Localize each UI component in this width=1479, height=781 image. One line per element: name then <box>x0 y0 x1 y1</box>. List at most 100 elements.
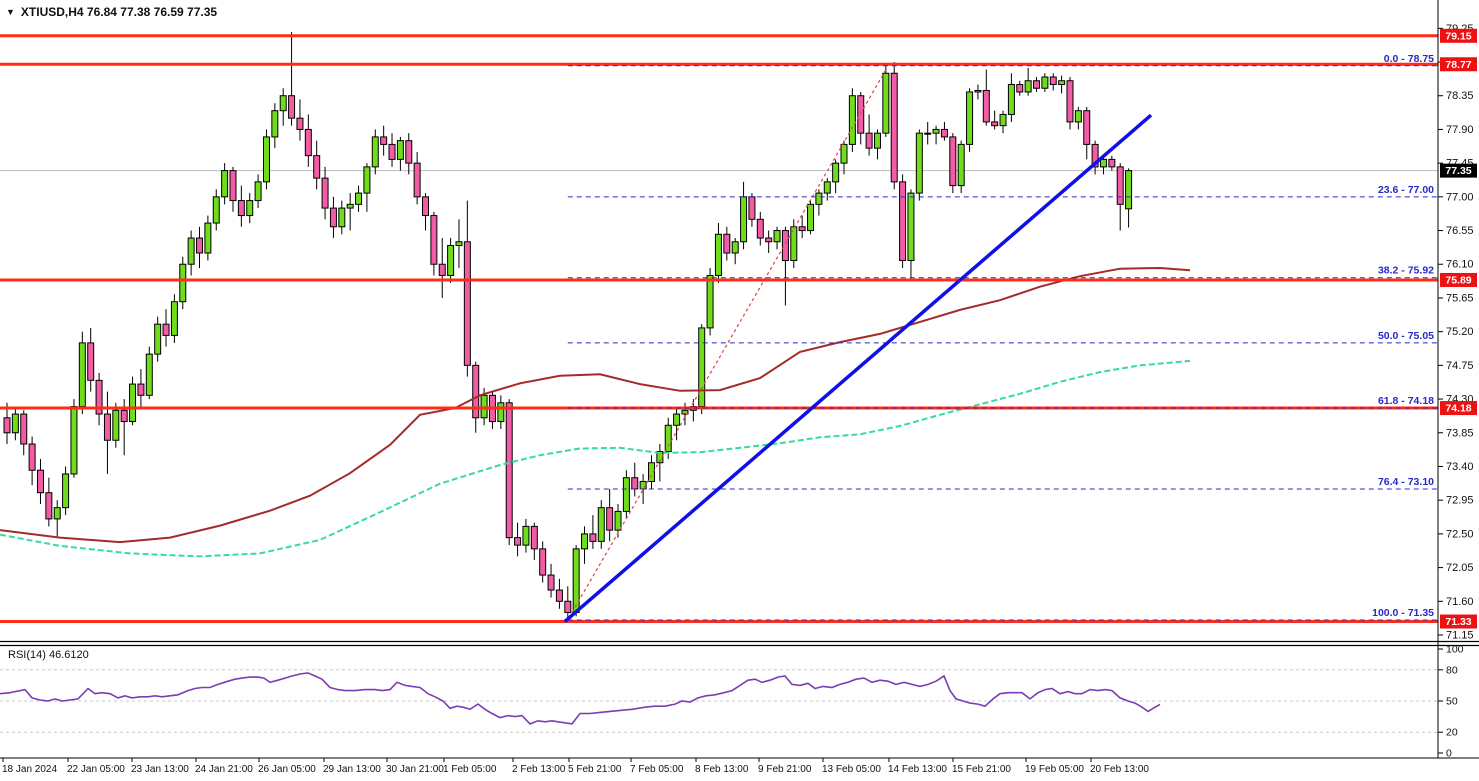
candle-bullish <box>714 233 722 276</box>
candle-bullish <box>1125 170 1133 210</box>
y-axis-tick-label: 76.55 <box>1446 225 1474 237</box>
candle-bearish <box>304 128 312 157</box>
trendline[interactable] <box>563 113 1153 623</box>
candle-bullish <box>371 136 379 168</box>
candle-bearish <box>781 230 789 261</box>
y-axis-tick-label: 77.00 <box>1446 191 1474 203</box>
fib-level-label: 50.0 - 75.05 <box>1378 330 1434 342</box>
main-chart-plot-area[interactable] <box>0 0 1438 642</box>
symbol-ohlc-text: XTIUSD,H4 76.84 77.38 76.59 77.35 <box>20 5 218 19</box>
symbol-title[interactable]: ▼ XTIUSD,H4 76.84 77.38 76.59 77.35 <box>6 5 217 19</box>
candle-bullish <box>78 342 86 408</box>
candle-bearish <box>229 170 237 202</box>
candle-bullish <box>790 226 798 261</box>
candle-bullish <box>1041 76 1049 89</box>
candle-bearish <box>36 469 44 494</box>
candle-bearish <box>237 200 245 217</box>
x-axis-date-label: 30 Jan 21:00 <box>386 764 444 775</box>
candle-bullish <box>522 525 530 546</box>
candle-bearish <box>1033 80 1041 89</box>
candle-bearish <box>288 95 296 119</box>
candle-bullish <box>346 203 354 209</box>
candle-bullish <box>706 274 714 329</box>
candle-bearish <box>313 155 321 179</box>
candle-bearish <box>380 136 388 145</box>
y-axis-tick-label: 72.50 <box>1446 528 1474 540</box>
y-axis-tick-label: 76.10 <box>1446 259 1474 271</box>
candle-bearish <box>438 263 446 276</box>
x-axis-date-label: 5 Feb 21:00 <box>568 764 622 775</box>
impulse-dashed-trendline[interactable] <box>571 69 887 613</box>
candle-bullish <box>915 132 923 194</box>
candle-bearish <box>321 177 329 209</box>
candle-bullish <box>396 140 404 160</box>
rsi-line <box>0 672 1161 725</box>
candle-bullish <box>62 473 70 509</box>
rsi-axis-tick-label: 20 <box>1446 727 1458 739</box>
candle-bullish <box>363 166 371 194</box>
candle-bullish <box>614 510 622 531</box>
fib-level-label: 0.0 - 78.75 <box>1384 53 1434 65</box>
candle-bullish <box>1024 80 1032 93</box>
y-axis-tick-label: 71.15 <box>1446 630 1474 642</box>
candle-bullish <box>924 132 932 135</box>
candle-bearish <box>20 413 28 445</box>
rsi-axis-tick-label: 80 <box>1446 664 1458 676</box>
rsi-axis-tick-label: 50 <box>1446 696 1458 708</box>
candle-bearish <box>631 477 639 490</box>
candle-bullish <box>204 222 212 254</box>
candle-bearish <box>196 237 204 254</box>
candle-bullish <box>848 95 856 145</box>
candle-bullish <box>966 91 974 145</box>
x-axis-date-label: 19 Feb 05:00 <box>1025 764 1084 775</box>
candle-bearish <box>514 537 522 546</box>
candle-bullish <box>187 237 195 265</box>
candle-bullish <box>907 192 915 261</box>
x-axis-date-label: 22 Jan 05:00 <box>67 764 125 775</box>
candle-bullish <box>145 353 153 396</box>
x-axis-date-label: 13 Feb 05:00 <box>822 764 881 775</box>
x-axis-date-label: 8 Feb 13:00 <box>695 764 749 775</box>
y-axis-tick-label: 78.35 <box>1446 90 1474 102</box>
current-price-tag <box>1440 163 1477 178</box>
rsi-plot-area[interactable] <box>0 645 1438 759</box>
candle-bearish <box>28 443 36 471</box>
x-axis-date-label: 15 Feb 21:00 <box>952 764 1011 775</box>
candle-bullish <box>807 203 815 232</box>
candle-bearish <box>899 181 907 261</box>
candle-bearish <box>1083 110 1091 145</box>
candle-bearish <box>748 196 756 220</box>
x-axis-date-label: 7 Feb 05:00 <box>630 764 684 775</box>
candle-bearish <box>103 413 111 441</box>
price-tag <box>1440 28 1477 43</box>
candle-bearish <box>120 409 128 423</box>
symbol-dropdown-arrow-icon[interactable]: ▼ <box>6 7 15 17</box>
y-axis-tick-label: 71.60 <box>1446 596 1474 608</box>
candle-bearish <box>530 525 538 550</box>
x-axis-date-label: 29 Jan 13:00 <box>323 764 381 775</box>
candle-bullish <box>112 409 120 441</box>
candle-bearish <box>555 589 563 602</box>
candle-bearish <box>1066 80 1074 123</box>
candle-bullish <box>840 143 848 164</box>
y-axis-tick-label: 72.05 <box>1446 562 1474 574</box>
candle-bearish <box>564 600 572 614</box>
candle-bullish <box>581 533 589 550</box>
candle-bullish <box>154 323 162 355</box>
candle-bullish <box>129 383 137 423</box>
candle-bullish <box>873 132 881 149</box>
candle-bullish <box>1007 83 1015 115</box>
candle-bullish <box>179 263 187 303</box>
candle-bearish <box>162 323 170 336</box>
candle-bearish <box>1116 166 1124 205</box>
candle-bearish <box>756 218 764 239</box>
candle-bullish <box>597 507 605 542</box>
fib-level-label: 100.0 - 71.35 <box>1372 607 1434 619</box>
candle-bullish <box>1074 110 1082 123</box>
candle-bearish <box>422 196 429 217</box>
candle-bearish <box>1049 76 1057 85</box>
candle-bullish <box>221 170 229 198</box>
candle-bullish <box>932 128 940 134</box>
candle-bearish <box>463 241 471 366</box>
